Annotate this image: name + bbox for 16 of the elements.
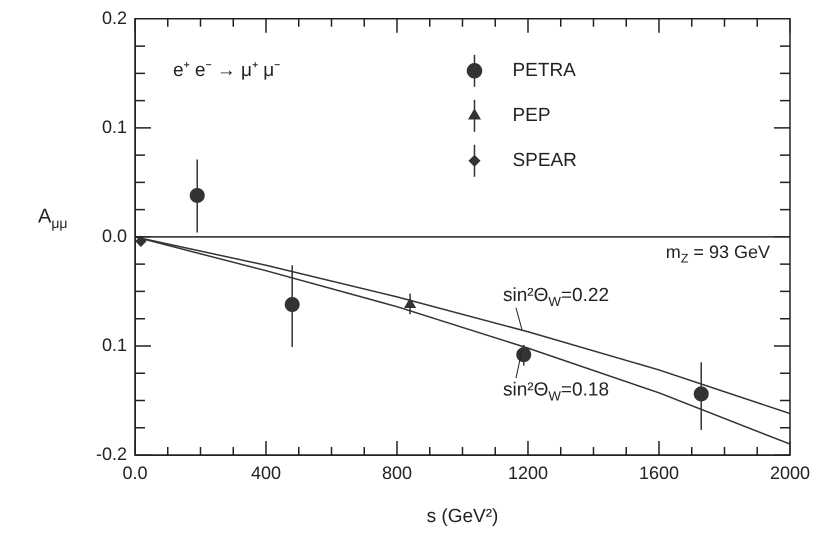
x-tick-label: 0.0 <box>122 462 148 483</box>
x-tick-label: 800 <box>382 462 412 483</box>
y-tick-label: 0.2 <box>102 8 127 28</box>
legend-label: PETRA <box>512 60 576 82</box>
x-tick-label: 2000 <box>770 462 810 483</box>
y-tick-label: 0.1 <box>102 334 127 355</box>
legend-label: SPEAR <box>512 150 577 172</box>
x-tick-label: 400 <box>250 462 282 483</box>
y-tick-label: 0.1 <box>102 116 127 137</box>
x-tick-label: 1200 <box>508 462 548 483</box>
annotation: e⁺ e⁻ → μ⁺ μ⁻ <box>173 60 280 82</box>
x-tick-label: 1600 <box>638 462 680 483</box>
y-tick-label: -0.2 <box>96 444 127 464</box>
legend-label: PEP <box>512 105 551 126</box>
x-axis-title: s (GeV²) <box>426 506 498 528</box>
y-tick-label: 0.0 <box>102 226 127 246</box>
